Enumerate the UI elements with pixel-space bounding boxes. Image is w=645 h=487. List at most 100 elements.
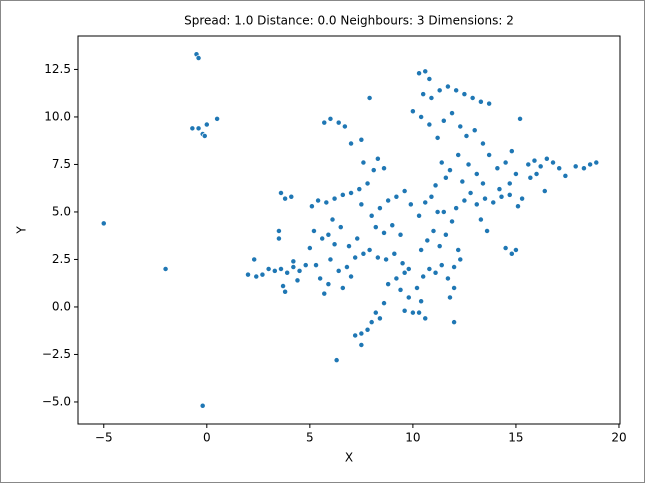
point xyxy=(440,208,447,215)
point xyxy=(401,269,408,276)
point xyxy=(517,115,523,122)
point xyxy=(471,127,478,134)
point xyxy=(278,189,284,196)
point xyxy=(442,231,449,238)
point xyxy=(457,123,464,130)
point xyxy=(482,195,488,202)
point xyxy=(420,91,427,98)
point xyxy=(508,148,515,155)
y-tick-label: 12.5 xyxy=(44,62,71,76)
point xyxy=(399,260,406,267)
point xyxy=(543,155,550,162)
point xyxy=(451,285,458,291)
point xyxy=(533,170,540,177)
point xyxy=(477,216,484,223)
point xyxy=(313,262,319,269)
point xyxy=(461,197,468,204)
point xyxy=(397,286,404,293)
point xyxy=(275,228,282,234)
point xyxy=(537,163,544,170)
point xyxy=(465,161,472,168)
point xyxy=(189,125,196,132)
y-axis-label: Y xyxy=(15,226,29,235)
point xyxy=(278,266,284,272)
point xyxy=(432,182,439,189)
point xyxy=(502,245,509,252)
point xyxy=(405,266,412,272)
point xyxy=(587,161,594,168)
point xyxy=(416,70,423,77)
point xyxy=(368,319,375,326)
point xyxy=(432,269,439,276)
point xyxy=(364,326,371,333)
point xyxy=(290,264,297,271)
point xyxy=(162,266,169,272)
point xyxy=(321,290,328,297)
point xyxy=(473,201,480,208)
point xyxy=(364,180,371,187)
point xyxy=(354,235,361,242)
point xyxy=(556,165,563,172)
point xyxy=(426,266,433,272)
point xyxy=(463,132,470,139)
point xyxy=(201,132,208,139)
point xyxy=(335,119,342,126)
point xyxy=(199,402,206,409)
point xyxy=(327,115,334,122)
point xyxy=(461,91,468,98)
point xyxy=(438,262,445,269)
point xyxy=(360,250,367,257)
point xyxy=(393,193,400,200)
point xyxy=(486,100,493,107)
point xyxy=(407,201,414,208)
point xyxy=(389,222,396,229)
point xyxy=(451,264,458,271)
point xyxy=(311,228,317,234)
point xyxy=(352,254,359,261)
point xyxy=(401,307,408,314)
point xyxy=(550,159,556,166)
point xyxy=(430,228,437,234)
point xyxy=(457,256,464,263)
point xyxy=(296,267,303,274)
point xyxy=(372,224,379,231)
point xyxy=(358,201,365,208)
point xyxy=(506,191,513,198)
point xyxy=(420,273,427,280)
point xyxy=(346,243,352,250)
point xyxy=(444,275,451,282)
point xyxy=(288,193,295,200)
point xyxy=(280,283,287,290)
x-tick-label: −5 xyxy=(95,431,113,445)
point xyxy=(449,110,455,117)
point xyxy=(321,119,328,126)
y-tick-label: 0.0 xyxy=(52,299,71,313)
point xyxy=(245,271,251,278)
point xyxy=(486,151,493,158)
point xyxy=(195,55,202,61)
point xyxy=(426,121,433,128)
x-axis-label: X xyxy=(345,451,353,465)
point xyxy=(405,294,412,301)
point xyxy=(381,300,387,307)
point xyxy=(348,140,355,147)
point xyxy=(397,231,404,238)
point xyxy=(477,98,484,105)
point xyxy=(319,235,326,242)
x-tick-label: 5 xyxy=(306,431,314,445)
x-tick-label: 15 xyxy=(508,431,523,445)
point xyxy=(455,151,462,158)
point xyxy=(418,298,425,305)
point xyxy=(422,315,429,322)
point xyxy=(335,267,342,274)
point xyxy=(339,285,346,291)
point xyxy=(428,94,435,101)
point xyxy=(494,165,501,172)
point xyxy=(401,188,408,194)
point xyxy=(562,172,569,179)
point xyxy=(414,285,420,291)
point xyxy=(498,193,505,200)
point xyxy=(525,161,532,168)
point xyxy=(282,288,289,295)
